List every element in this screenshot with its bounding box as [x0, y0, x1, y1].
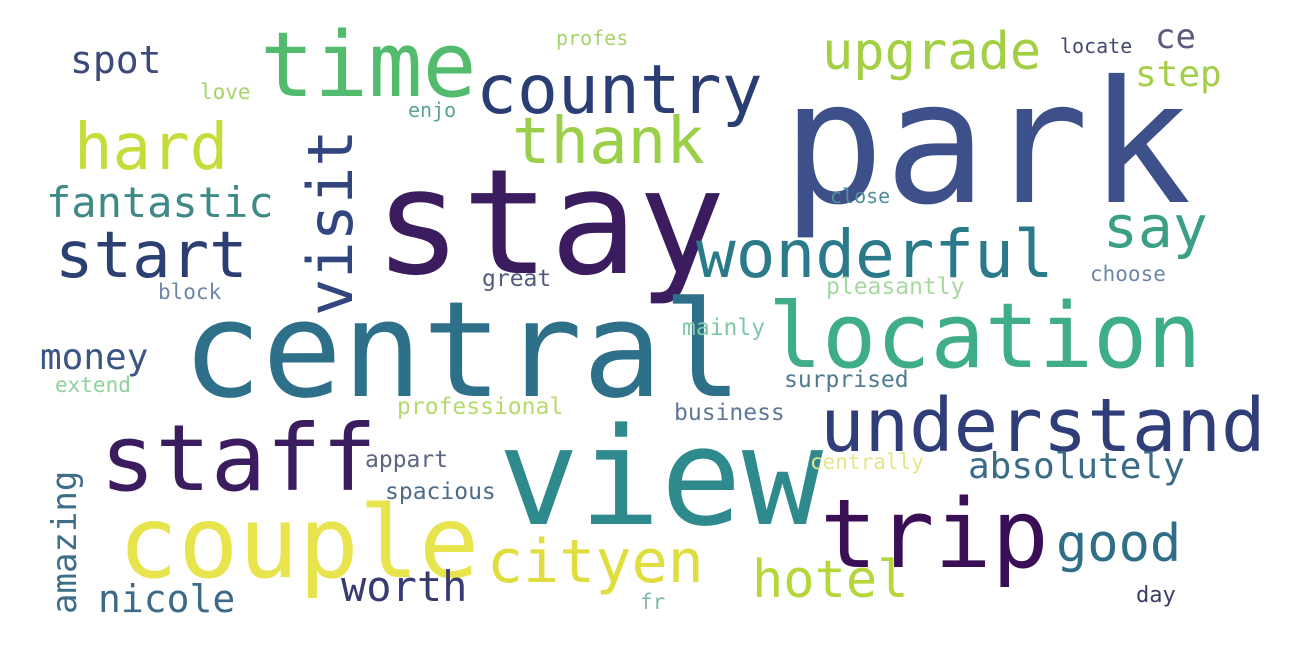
word: thank [512, 105, 705, 179]
word: cityen [487, 527, 704, 597]
word: enjo [408, 98, 457, 122]
word: business [674, 400, 785, 426]
word: day [1136, 583, 1176, 608]
word: spot [70, 38, 162, 82]
word: extend [55, 373, 131, 397]
word: visit [294, 129, 367, 316]
word: centrally [810, 450, 924, 474]
word: worth [341, 562, 468, 611]
word: start [55, 219, 248, 293]
word: spacious [385, 479, 496, 505]
word: good [1056, 514, 1182, 574]
word: fr [640, 590, 666, 614]
word: amazing [45, 470, 85, 614]
word: central [182, 274, 743, 428]
word: upgrade [822, 22, 1042, 82]
word: ce [1155, 17, 1196, 57]
word: step [1135, 54, 1222, 95]
word: mainly [682, 315, 766, 341]
word: absolutely [968, 446, 1185, 487]
word: stay [374, 138, 726, 308]
word: nicole [98, 577, 236, 621]
word: understand [820, 383, 1266, 469]
word: fantastic [46, 178, 274, 227]
word: surprised [784, 367, 909, 393]
word: trip [820, 480, 1049, 590]
word: time [260, 13, 477, 118]
word: profes [556, 26, 629, 50]
word: money [40, 337, 149, 378]
word: wonderful [696, 216, 1054, 293]
word: location [768, 284, 1202, 389]
word: hard [74, 111, 229, 185]
word: view [498, 399, 824, 556]
word: hotel [752, 550, 909, 610]
word: appart [365, 447, 449, 473]
word: block [158, 280, 222, 304]
word: pleasantly [826, 274, 965, 300]
word: love [200, 80, 251, 104]
word: staff [100, 405, 377, 512]
word: close [830, 184, 891, 208]
word: great [482, 266, 552, 292]
word: professional [397, 394, 564, 420]
word: couple [118, 484, 480, 601]
word: locate [1060, 34, 1133, 58]
word: say [1103, 193, 1208, 261]
word: country [476, 51, 763, 130]
word: park [782, 45, 1192, 243]
word: choose [1090, 262, 1166, 286]
